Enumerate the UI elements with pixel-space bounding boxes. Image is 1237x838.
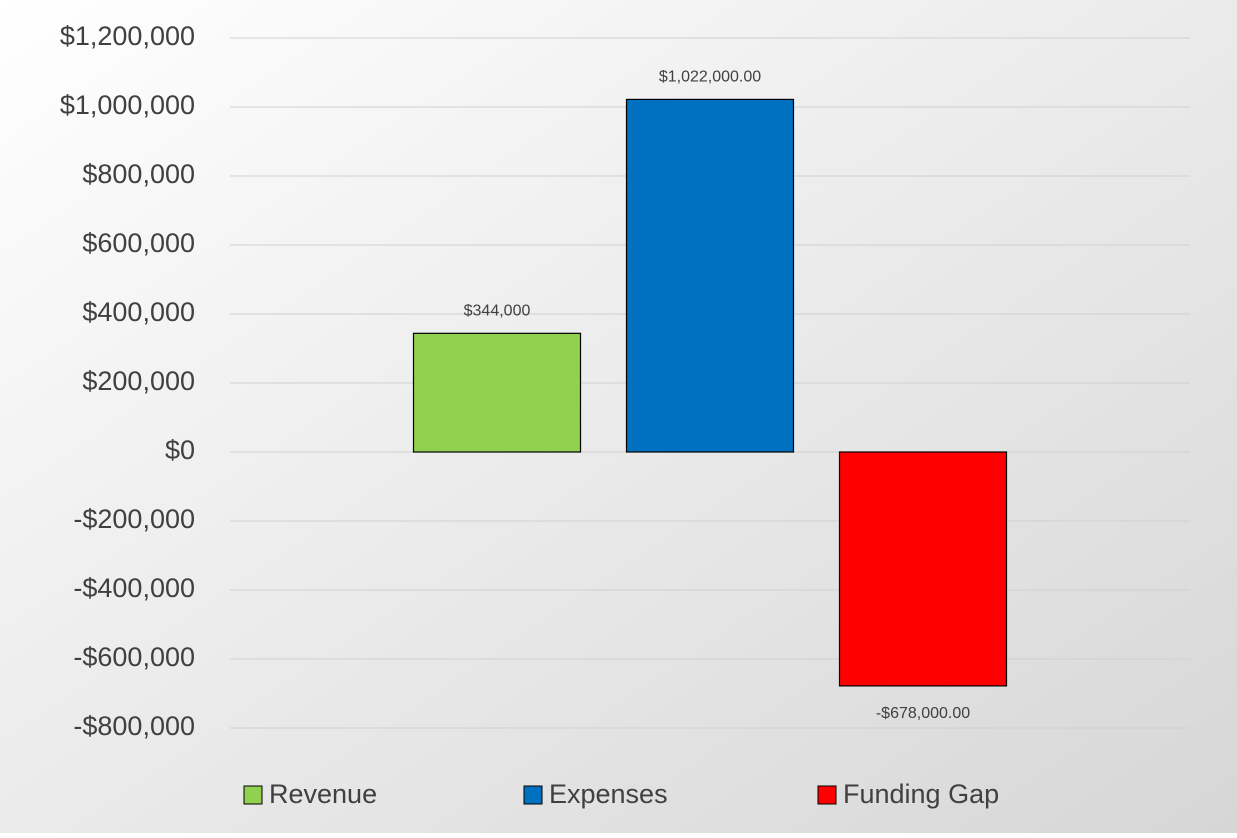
bar [838, 451, 1008, 687]
y-tick-label: $600,000 [82, 228, 195, 258]
y-tick-label: -$200,000 [73, 504, 195, 534]
legend-swatch [243, 785, 263, 805]
y-tick-label: -$800,000 [73, 711, 195, 741]
bar [625, 98, 795, 453]
legend-label: Funding Gap [843, 779, 999, 809]
data-label: -$678,000.00 [876, 705, 970, 722]
data-label: $344,000 [464, 303, 531, 320]
y-tick-label: $400,000 [82, 297, 195, 327]
legend-label: Expenses [549, 779, 668, 809]
data-label: $1,022,000.00 [659, 69, 761, 86]
y-tick-label: -$600,000 [73, 642, 195, 672]
bar [412, 332, 582, 453]
y-tick-label: -$400,000 [73, 573, 195, 603]
y-tick-label: $200,000 [82, 366, 195, 396]
legend-swatch [817, 785, 837, 805]
legend-label: Revenue [269, 779, 377, 809]
legend-swatch [523, 785, 543, 805]
y-tick-label: $1,000,000 [60, 90, 195, 120]
y-tick-label: $0 [165, 435, 195, 465]
y-tick-label: $800,000 [82, 159, 195, 189]
y-tick-label: $1,200,000 [60, 21, 195, 51]
